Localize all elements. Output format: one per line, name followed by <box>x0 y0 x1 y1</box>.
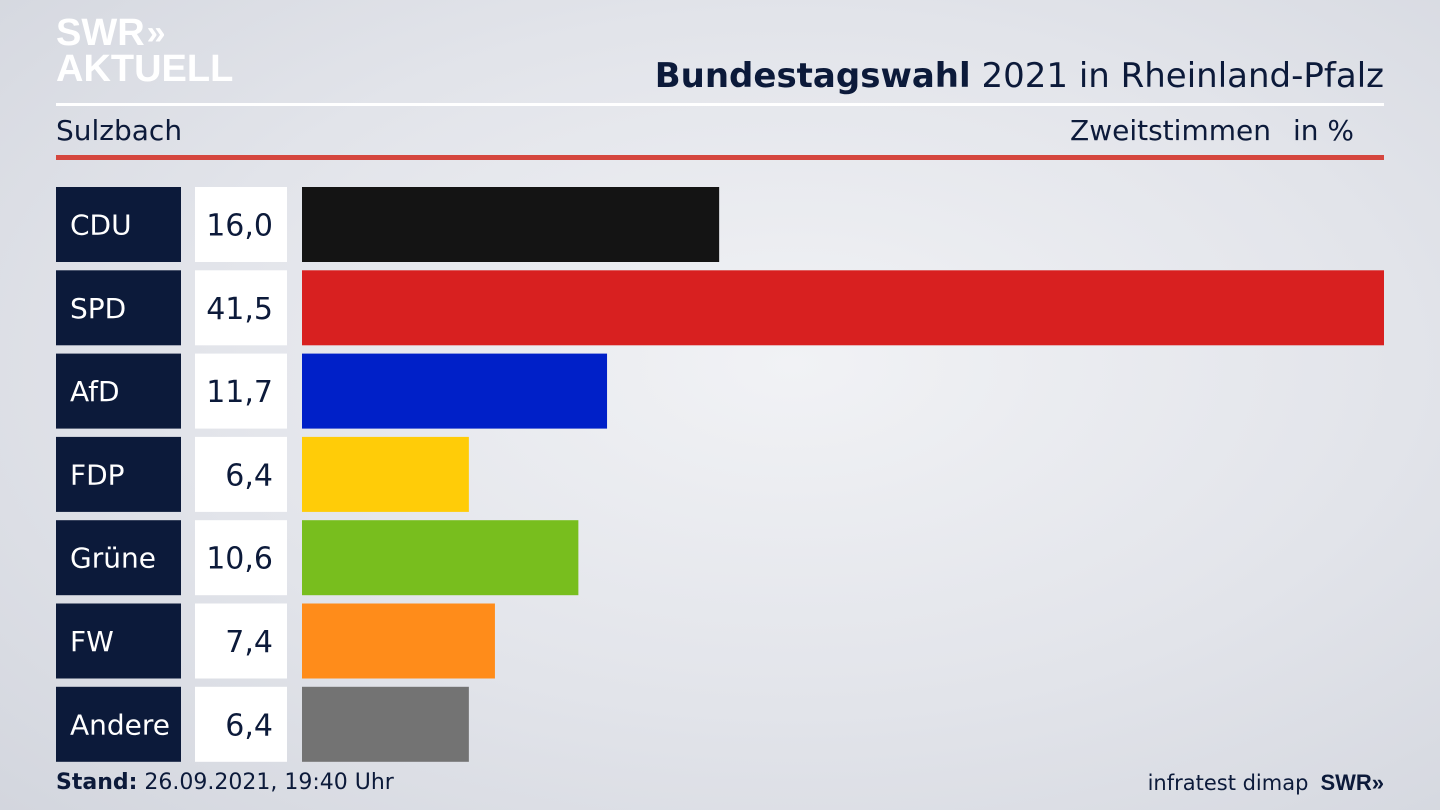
value-box-fw <box>195 603 287 679</box>
bar-fw <box>302 603 495 679</box>
value-label-fdp: 6,4 <box>225 458 273 493</box>
value-box-andere <box>195 686 287 762</box>
logo-aktuell-text: AKTUELL <box>56 48 234 90</box>
place-name: Sulzbach <box>56 114 183 147</box>
measure-label: Zweitstimmen in % <box>1070 114 1354 147</box>
party-label-box-andere <box>56 686 181 762</box>
party-label-fdp: FDP <box>70 458 125 491</box>
bar-gr-ne <box>302 520 579 596</box>
party-label-box-gr-ne <box>56 520 181 596</box>
bar-afd <box>302 353 608 429</box>
bar-andere <box>302 686 469 762</box>
bar-cdu <box>302 187 720 262</box>
party-label-box-fw <box>56 603 181 679</box>
value-label-cdu: 16,0 <box>206 209 273 244</box>
party-label-cdu: CDU <box>70 209 132 242</box>
party-label-box-afd <box>56 353 181 429</box>
party-label-gr-ne: Grüne <box>70 542 156 575</box>
chart-title: Bundestagswahl 2021 in Rheinland-Pfalz <box>655 56 1384 96</box>
value-box-fdp <box>195 436 287 512</box>
party-label-andere: Andere <box>70 708 170 741</box>
party-label-box-fdp <box>56 436 181 512</box>
value-box-gr-ne <box>195 520 287 596</box>
value-label-afd: 11,7 <box>206 375 273 410</box>
stand-value: 26.09.2021, 19:40 Uhr <box>144 770 394 795</box>
stand-info: Stand: 26.09.2021, 19:40 Uhr <box>56 770 394 795</box>
value-label-gr-ne: 10,6 <box>206 542 273 577</box>
unit-label: in % <box>1292 114 1354 147</box>
logo-swr-text: SWR <box>56 12 145 54</box>
value-box-afd <box>195 353 287 429</box>
accent-divider <box>56 155 1384 160</box>
party-label-afd: AfD <box>70 375 120 408</box>
header-divider <box>56 103 1384 106</box>
value-label-spd: 41,5 <box>206 292 273 327</box>
title-bold: Bundestagswahl <box>654 56 971 96</box>
value-label-andere: 6,4 <box>225 708 273 743</box>
title-rest: 2021 in Rheinland-Pfalz <box>981 56 1384 96</box>
value-box-cdu <box>195 187 287 262</box>
source-label: infratest dimap <box>1147 771 1309 795</box>
bar-fdp <box>302 436 469 512</box>
party-label-spd: SPD <box>70 292 126 325</box>
party-label-box-cdu <box>56 187 181 262</box>
source-info: infratest dimap SWR» <box>1148 770 1384 796</box>
swr-brand-logo: SWR» <box>1320 770 1384 795</box>
value-label-fw: 7,4 <box>225 625 273 660</box>
value-box-spd <box>195 270 287 346</box>
party-label-box-spd <box>56 270 181 346</box>
party-label-fw: FW <box>70 625 114 658</box>
stand-label: Stand: <box>56 770 138 795</box>
bar-spd <box>302 270 1384 346</box>
measure-name: Zweitstimmen <box>1070 114 1271 147</box>
swr-aktuell-logo: SWR» AKTUELL <box>56 14 233 88</box>
